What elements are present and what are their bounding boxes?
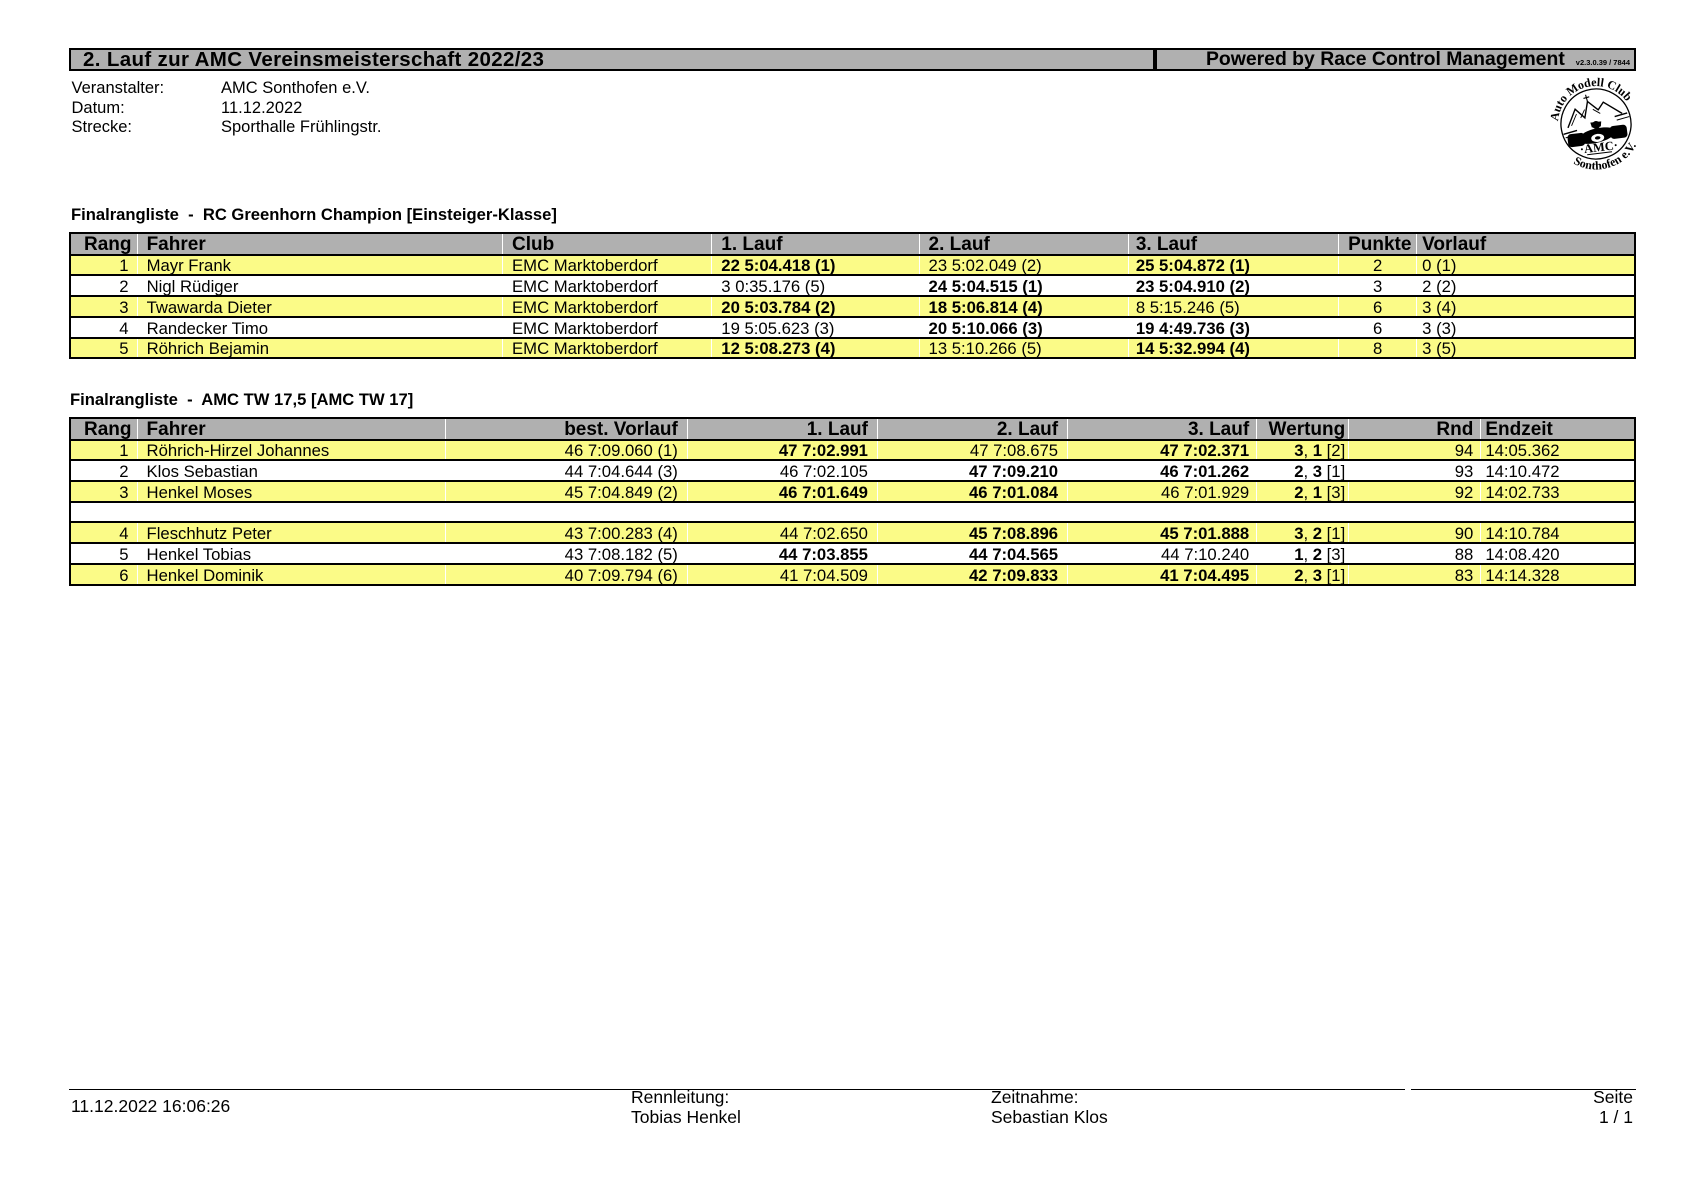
svg-text:Auto Modell Club: Auto Modell Club bbox=[1538, 64, 1637, 126]
